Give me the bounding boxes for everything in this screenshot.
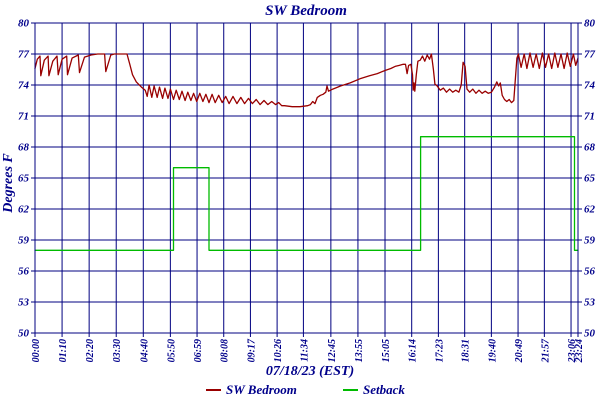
x-tick-label: 05:50 [166, 339, 177, 362]
y-tick-label-left: 56 [18, 266, 30, 278]
chart-title: SW Bedroom [265, 3, 347, 19]
x-tick-label: 15:05 [381, 339, 392, 362]
x-tick-label: 09:17 [246, 338, 257, 362]
y-tick-label-right: 50 [584, 328, 596, 340]
x-tick-label: 18:31 [461, 339, 472, 362]
series-line-sw-bedroom [34, 52, 579, 108]
y-tick-label-left: 62 [18, 204, 30, 216]
y-tick-label-right: 80 [584, 18, 596, 30]
series-line-setback [34, 136, 579, 251]
y-tick-label-left: 59 [18, 235, 30, 247]
x-tick-label: 08:08 [220, 339, 231, 362]
y-tick-label-right: 62 [584, 204, 596, 216]
x-tick-label: 03:30 [112, 339, 123, 362]
legend-label-sw-bedroom: SW Bedroom [226, 382, 297, 397]
x-tick-label: 21:57 [540, 338, 551, 363]
x-tick-label: 16:14 [408, 339, 419, 362]
x-tick-label: 01:10 [58, 339, 69, 362]
y-tick-label-left: 74 [18, 80, 30, 92]
x-tick-label: 00:00 [31, 339, 42, 362]
x-tick-label: 10:26 [273, 339, 284, 362]
legend-label-setback: Setback [363, 382, 405, 397]
x-tick-label: 23:24 [574, 339, 585, 363]
y-tick-label-left: 77 [18, 49, 30, 61]
y-tick-label-right: 77 [584, 49, 596, 61]
y-tick-label-left: 68 [18, 142, 30, 154]
y-tick-label-right: 68 [584, 142, 596, 154]
y-tick-label-left: 71 [18, 111, 29, 123]
x-tick-label: 02:20 [85, 339, 96, 362]
y-axis-title: Degrees F [1, 153, 16, 214]
y-tick-label-right: 65 [584, 173, 596, 185]
x-tick-label: 13:55 [354, 339, 365, 362]
y-tick-label-right: 59 [584, 235, 596, 247]
x-tick-label: 20:49 [514, 339, 525, 363]
plot-border [34, 22, 579, 334]
grid-layer [31, 22, 582, 337]
y-tick-label-right: 56 [584, 266, 596, 278]
y-tick-label-left: 80 [18, 18, 30, 30]
x-tick-label: 06:59 [193, 339, 204, 362]
x-tick-label: 04:40 [139, 339, 150, 362]
y-tick-label-right: 74 [584, 80, 596, 92]
legend: SW Bedroom Setback [206, 382, 405, 397]
x-tick-label: 11:34 [299, 339, 310, 362]
x-axis-title: 07/18/23 (EST) [266, 364, 354, 379]
y-tick-label-left: 65 [18, 173, 30, 185]
x-tick-label: 17:23 [434, 339, 445, 362]
x-tick-label: 19:40 [487, 339, 498, 362]
y-tick-label-right: 71 [584, 111, 595, 123]
y-tick-label-left: 53 [18, 297, 30, 309]
y-tick-label-right: 53 [584, 297, 596, 309]
x-tick-label: 23:06 [567, 339, 578, 363]
y-tick-label-left: 50 [18, 328, 30, 340]
x-tick-label: 12:45 [327, 339, 338, 362]
series-layer [34, 52, 579, 251]
tick-label-layer: 80 80 77 77 74 74 71 71 68 68 65 65 62 62 59 59 56 56 53 53… [18, 18, 596, 364]
